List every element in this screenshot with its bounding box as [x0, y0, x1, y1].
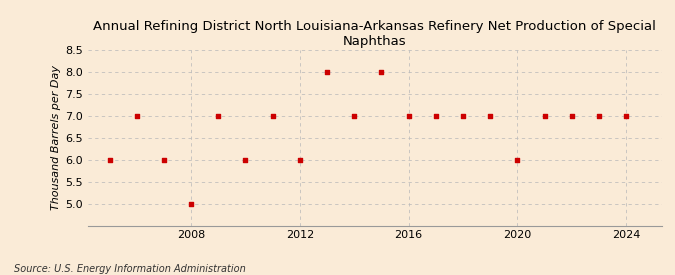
Y-axis label: Thousand Barrels per Day: Thousand Barrels per Day	[51, 65, 61, 210]
Point	[512, 157, 522, 162]
Point	[403, 113, 414, 118]
Point	[539, 113, 550, 118]
Point	[322, 69, 333, 74]
Point	[159, 157, 169, 162]
Point	[621, 113, 632, 118]
Point	[104, 157, 115, 162]
Point	[458, 113, 468, 118]
Point	[431, 113, 441, 118]
Point	[240, 157, 251, 162]
Point	[267, 113, 278, 118]
Point	[376, 69, 387, 74]
Point	[213, 113, 223, 118]
Title: Annual Refining District North Louisiana-Arkansas Refinery Net Production of Spe: Annual Refining District North Louisiana…	[93, 20, 656, 48]
Point	[132, 113, 142, 118]
Point	[186, 201, 196, 206]
Point	[566, 113, 577, 118]
Point	[485, 113, 495, 118]
Point	[593, 113, 604, 118]
Text: Source: U.S. Energy Information Administration: Source: U.S. Energy Information Administ…	[14, 264, 245, 274]
Point	[294, 157, 305, 162]
Point	[349, 113, 360, 118]
